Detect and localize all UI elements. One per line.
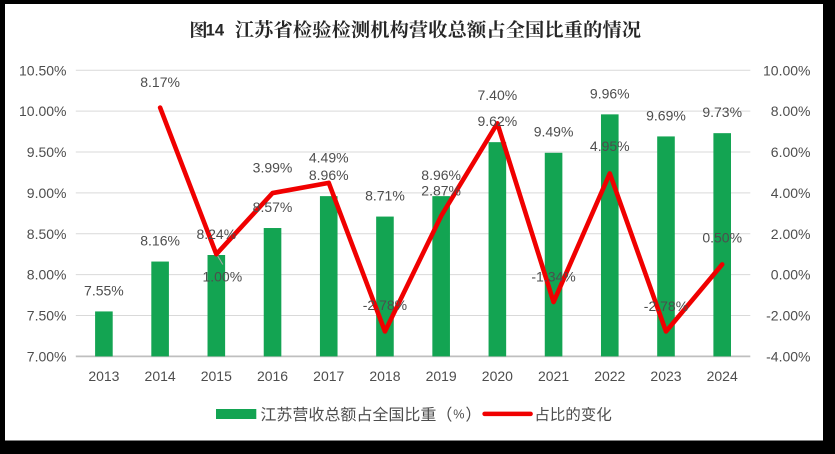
svg-text:2024: 2024 xyxy=(707,368,738,384)
svg-text:0.00%: 0.00% xyxy=(771,267,811,283)
svg-text:8.17%: 8.17% xyxy=(140,74,180,90)
svg-text:7.40%: 7.40% xyxy=(478,87,518,103)
svg-text:4.49%: 4.49% xyxy=(309,149,349,165)
svg-text:8.50%: 8.50% xyxy=(27,226,67,242)
svg-text:9.49%: 9.49% xyxy=(534,124,574,140)
svg-text:2.87%: 2.87% xyxy=(421,183,461,199)
svg-text:2015: 2015 xyxy=(201,368,232,384)
svg-text:%: % xyxy=(453,408,464,422)
svg-text:2013: 2013 xyxy=(88,368,119,384)
svg-text:8.71%: 8.71% xyxy=(365,187,405,203)
svg-text:2021: 2021 xyxy=(538,368,569,384)
svg-text:1.00%: 1.00% xyxy=(202,268,242,284)
svg-text:8.24%: 8.24% xyxy=(196,226,236,242)
svg-text:4.00%: 4.00% xyxy=(771,185,811,201)
svg-text:8.96%: 8.96% xyxy=(309,167,349,183)
svg-text:2014: 2014 xyxy=(145,368,176,384)
svg-text:10.50%: 10.50% xyxy=(19,62,66,78)
svg-text:-4.00%: -4.00% xyxy=(766,349,810,365)
svg-text:8.00%: 8.00% xyxy=(771,103,811,119)
svg-text:2018: 2018 xyxy=(369,368,400,384)
svg-text:-1.34%: -1.34% xyxy=(531,269,575,285)
svg-text:9.62%: 9.62% xyxy=(478,113,518,129)
svg-text:2023: 2023 xyxy=(650,368,681,384)
svg-text:9.69%: 9.69% xyxy=(646,107,686,123)
svg-text:2.00%: 2.00% xyxy=(771,226,811,242)
svg-text:9.73%: 9.73% xyxy=(702,104,742,120)
svg-text:8.96%: 8.96% xyxy=(421,167,461,183)
svg-text:2019: 2019 xyxy=(426,368,457,384)
svg-text:7.50%: 7.50% xyxy=(27,308,67,324)
svg-text:4.95%: 4.95% xyxy=(590,138,630,154)
svg-text:8.57%: 8.57% xyxy=(253,199,293,215)
svg-text:10.00%: 10.00% xyxy=(763,62,810,78)
svg-text:8.00%: 8.00% xyxy=(27,267,67,283)
svg-text:2022: 2022 xyxy=(594,368,625,384)
svg-text:-2.78%: -2.78% xyxy=(363,297,407,313)
svg-text:0.50%: 0.50% xyxy=(702,230,742,246)
svg-text:3.99%: 3.99% xyxy=(253,160,293,176)
svg-text:-2.78%: -2.78% xyxy=(644,298,688,314)
svg-text:-2.00%: -2.00% xyxy=(766,308,810,324)
svg-text:9.00%: 9.00% xyxy=(27,185,67,201)
svg-text:14: 14 xyxy=(206,21,225,40)
svg-text:9.96%: 9.96% xyxy=(590,85,630,101)
svg-text:2020: 2020 xyxy=(482,368,513,384)
svg-text:8.16%: 8.16% xyxy=(140,232,180,248)
svg-text:7.55%: 7.55% xyxy=(84,282,124,298)
svg-text:6.00%: 6.00% xyxy=(771,144,811,160)
svg-text:7.00%: 7.00% xyxy=(27,349,67,365)
svg-text:9.50%: 9.50% xyxy=(27,144,67,160)
svg-text:10.00%: 10.00% xyxy=(19,103,66,119)
svg-text:2017: 2017 xyxy=(313,368,344,384)
svg-text:2016: 2016 xyxy=(257,368,288,384)
